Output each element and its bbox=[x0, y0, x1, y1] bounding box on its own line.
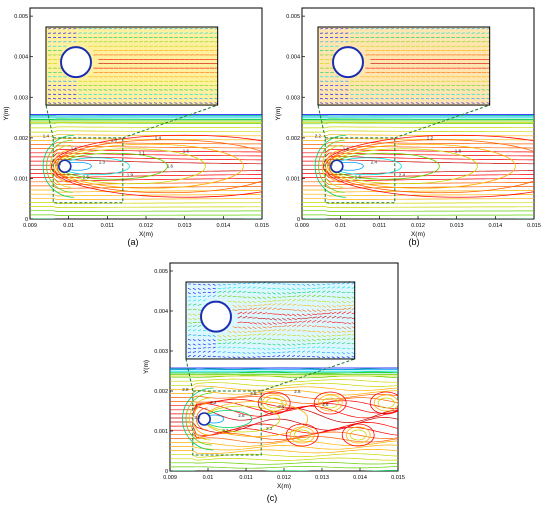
y-tick-label: 0.004 bbox=[14, 55, 28, 61]
contour-label: 1.1 bbox=[139, 151, 146, 156]
y-tick-label: 0.005 bbox=[14, 14, 28, 20]
x-tick-label: 0.011 bbox=[373, 223, 386, 229]
contour-label: 1.4 bbox=[155, 136, 162, 141]
y-tick-label: 0.003 bbox=[154, 349, 168, 355]
x-tick-label: 0.01 bbox=[63, 223, 74, 229]
contour-label: 1.6 bbox=[167, 164, 174, 169]
x-tick-label: 0.011 bbox=[101, 223, 114, 229]
contour-label: 2.6 bbox=[322, 402, 329, 407]
x-tick-label: 0.014 bbox=[488, 223, 502, 229]
panel-label: (c) bbox=[267, 493, 278, 503]
x-tick-label: 0.015 bbox=[527, 223, 541, 229]
y-tick-label: 0.005 bbox=[286, 14, 300, 20]
y-tick-label: 0 bbox=[165, 469, 168, 475]
x-tick-label: 0.015 bbox=[391, 475, 405, 481]
contour-label: 2.4 bbox=[399, 173, 406, 178]
contour-label: 2.6 bbox=[238, 413, 245, 418]
panel-3: 2.8 2.2 2.6 2.2 2.6 2.6 2.2 3.2 2.8 2.6 0.009 0.01 0… bbox=[143, 263, 430, 503]
contour-label: 1.6 bbox=[71, 147, 78, 152]
contour-label: 2.2 bbox=[266, 426, 273, 431]
x-tick-label: 0.01 bbox=[335, 223, 346, 229]
panel-label: (b) bbox=[409, 237, 420, 247]
contour-label: 2.8 bbox=[250, 391, 257, 396]
inset-zoom bbox=[318, 27, 492, 105]
y-tick-label: 0.002 bbox=[154, 389, 168, 395]
x-tick-label: 0.015 bbox=[255, 223, 269, 229]
y-tick-label: 0.004 bbox=[154, 309, 168, 315]
inset-zoom bbox=[186, 282, 357, 359]
x-tick-label: 0.014 bbox=[216, 223, 230, 229]
contour-label: 1.6 bbox=[183, 149, 190, 154]
contour-label: 2.5 bbox=[83, 175, 90, 180]
y-tick-label: 0.005 bbox=[154, 269, 168, 275]
contour-label: 1.9 bbox=[127, 173, 134, 178]
contour-label: 1.8 bbox=[343, 147, 350, 152]
vortex-contour bbox=[402, 427, 426, 443]
y-tick-label: 0.001 bbox=[154, 429, 168, 435]
x-tick-label: 0.009 bbox=[295, 223, 309, 229]
contour-label: 2.6 bbox=[278, 404, 285, 409]
x-tick-label: 0.009 bbox=[163, 475, 177, 481]
panel-2: 2.2 1.8 2.4 2.4 1.2 1.8 1.8 1.6 0.009 0.01 0.011 0.… bbox=[275, 8, 550, 247]
inset-cylinder bbox=[201, 302, 231, 332]
contour-label: 2.2 bbox=[210, 400, 217, 405]
contour-label: 1.6 bbox=[355, 175, 362, 180]
y-tick-label: 0.001 bbox=[286, 176, 300, 182]
y-axis-label: Y(m) bbox=[143, 360, 150, 374]
contour-label: 1.2 bbox=[427, 136, 434, 141]
x-tick-label: 0.01 bbox=[203, 475, 214, 481]
y-tick-label: 0.003 bbox=[286, 95, 300, 101]
inset-cylinder bbox=[333, 47, 363, 77]
contour-label: 3.2 bbox=[222, 428, 229, 433]
y-tick-label: 0.001 bbox=[14, 176, 28, 182]
y-tick-label: 0.004 bbox=[286, 55, 300, 61]
y-tick-label: 0 bbox=[297, 217, 300, 223]
y-tick-label: 0.002 bbox=[14, 136, 28, 142]
x-axis-label: X(m) bbox=[139, 231, 153, 238]
x-tick-label: 0.014 bbox=[353, 475, 367, 481]
contour-label: 1.4 bbox=[43, 134, 50, 139]
contour-label: 2.8 bbox=[182, 387, 189, 392]
x-tick-label: 0.012 bbox=[411, 223, 425, 229]
x-tick-label: 0.012 bbox=[139, 223, 153, 229]
x-tick-label: 0.013 bbox=[315, 475, 329, 481]
x-tick-label: 0.012 bbox=[277, 475, 291, 481]
y-tick-label: 0 bbox=[25, 217, 28, 223]
vortex-contour bbox=[398, 424, 430, 446]
panel-label: (a) bbox=[128, 237, 139, 247]
inset-zoom bbox=[46, 27, 220, 105]
x-axis-label: X(m) bbox=[277, 483, 291, 490]
contour-label: 2.4 bbox=[371, 160, 378, 165]
contour-label: 1.3 bbox=[99, 160, 106, 165]
contour-label: 2.6 bbox=[294, 389, 301, 394]
contour-label: 1.8 bbox=[327, 162, 334, 167]
x-tick-label: 0.011 bbox=[239, 475, 252, 481]
contour-label: 1.8 bbox=[455, 149, 462, 154]
inset-cylinder bbox=[61, 47, 91, 77]
vortex-contour bbox=[406, 430, 422, 440]
y-tick-label: 0.003 bbox=[14, 95, 28, 101]
x-tick-label: 0.009 bbox=[23, 223, 37, 229]
y-tick-label: 0.002 bbox=[286, 136, 300, 142]
x-tick-label: 0.013 bbox=[178, 223, 192, 229]
x-tick-label: 0.013 bbox=[450, 223, 464, 229]
contour-label: 2.2 bbox=[315, 134, 322, 139]
contour-label: 2.2 bbox=[194, 415, 201, 420]
y-axis-label: Y(m) bbox=[275, 106, 282, 120]
y-axis-label: Y(m) bbox=[3, 106, 10, 120]
contour-label: 1.4 bbox=[55, 162, 62, 167]
